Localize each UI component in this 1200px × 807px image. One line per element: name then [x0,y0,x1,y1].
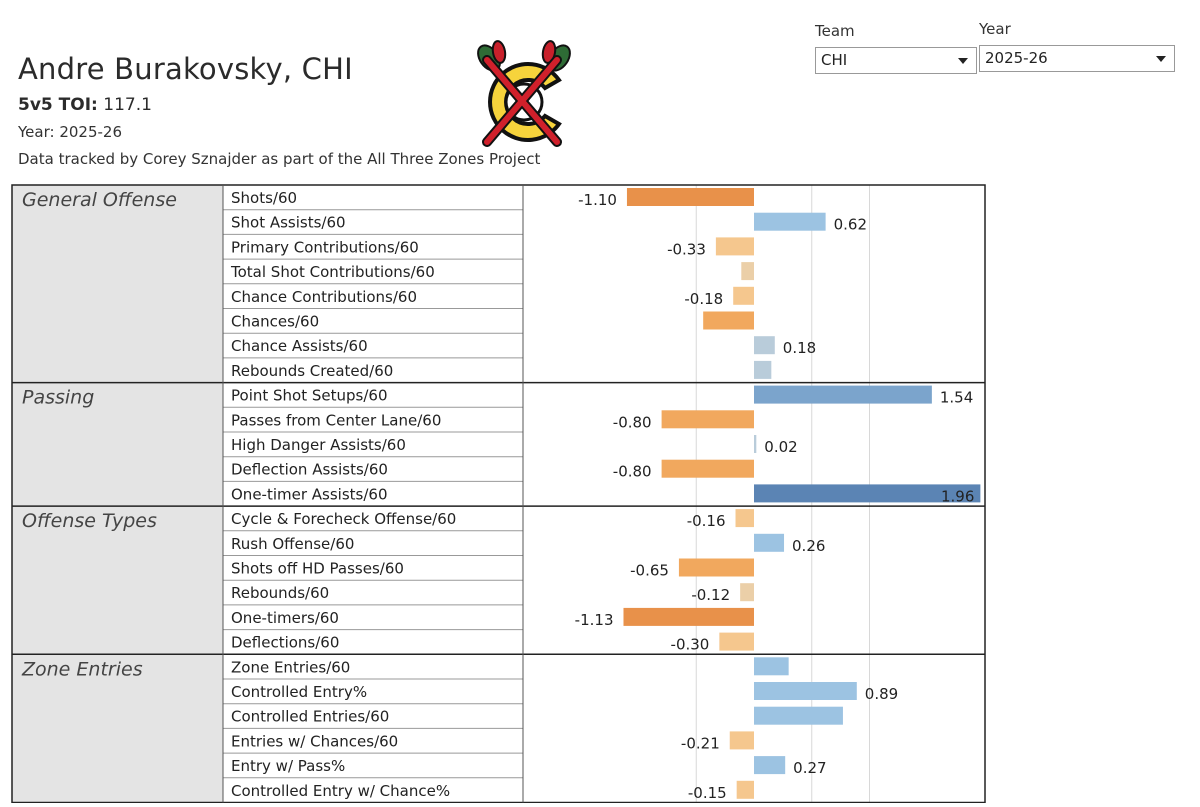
group-cell [12,506,223,655]
group-name: Passing [22,387,94,409]
bar [740,583,754,602]
group-cell [12,382,223,507]
year-filter-label: Year [979,20,1011,38]
toi-line: 5v5 TOI: 117.1 [18,95,152,115]
bar [754,360,772,379]
team-filter-label: Team [815,22,855,40]
value-label: -0.80 [613,413,652,431]
row-label: Chance Assists/60 [231,337,368,355]
row-label: Rebounds/60 [231,584,329,602]
chevron-down-icon [958,58,968,64]
chevron-down-icon [1156,56,1166,62]
group-name: Offense Types [22,510,157,532]
row-label: Zone Entries/60 [231,658,350,676]
row-label: Chance Contributions/60 [231,288,417,306]
row-label: Chances/60 [231,313,319,331]
row-label: High Danger Assists/60 [231,436,406,454]
value-label: 1.54 [940,389,973,407]
row-label: Entry w/ Pass% [231,757,345,775]
blackhawks-logo-crossed-out [477,40,571,147]
row-label: Shot Assists/60 [231,214,346,232]
value-label: -0.65 [630,562,669,580]
value-label: -0.16 [687,512,726,530]
bar [623,607,754,626]
row-label: Shots off HD Passes/60 [231,560,404,578]
bar [754,336,775,355]
row-label: Deflections/60 [231,634,339,652]
row-label: Point Shot Setups/60 [231,387,387,405]
value-label: -0.80 [613,463,652,481]
row-label: Entries w/ Chances/60 [231,732,398,750]
group-name: Zone Entries [21,658,143,680]
bar [715,237,754,256]
year-select[interactable]: 2025-26 [979,45,1175,72]
value-label: -0.21 [681,734,720,752]
bar [736,780,754,799]
value-label: -0.33 [667,240,706,258]
bar [733,286,754,305]
bar [661,410,754,429]
value-label: -0.12 [691,586,730,604]
bar [626,188,754,206]
toi-label: 5v5 TOI: [18,95,98,115]
bar [735,509,754,528]
bar [754,212,826,231]
team-select[interactable]: CHI [815,47,977,74]
row-label: Cycle & Forecheck Offense/60 [231,510,456,528]
bar [754,435,757,453]
row-label: Passes from Center Lane/60 [231,411,441,429]
bar [741,262,754,281]
year-line: Year: 2025-26 [18,123,122,141]
bar [754,385,932,404]
bar [703,311,754,330]
bar [754,484,981,503]
row-label: Rebounds Created/60 [231,362,393,380]
year-filter: Year 2025-26 [979,20,1175,72]
row-label: One-timers/60 [231,609,339,627]
value-label: -0.18 [684,290,723,308]
row-label: Total Shot Contributions/60 [230,263,435,281]
value-label: 0.26 [792,537,825,555]
cross-out-icon [482,55,562,147]
value-label: 0.27 [793,759,826,777]
bar [754,682,857,700]
year-select-value: 2025-26 [985,49,1048,67]
row-label: Controlled Entries/60 [231,708,389,726]
bar [754,657,789,676]
value-label: 0.18 [783,339,816,357]
value-label: -1.13 [575,611,614,629]
bar [661,459,754,478]
team-filter: Team CHI [815,22,977,74]
credit-line: Data tracked by Corey Sznajder as part o… [18,150,541,168]
bar [754,756,786,775]
bar [678,558,754,577]
bar [719,632,754,651]
value-label: -0.30 [671,636,710,654]
row-label: One-timer Assists/60 [231,485,388,503]
row-label: Primary Contributions/60 [231,238,419,256]
value-label: 0.89 [865,685,898,703]
value-label: 0.02 [764,438,797,456]
row-label: Rush Offense/60 [231,535,354,553]
value-label: 0.62 [834,216,867,234]
bar [729,731,754,750]
group-name: General Offense [22,189,177,211]
value-label: -1.10 [578,191,617,209]
row-label: Controlled Entry% [231,683,367,701]
bar [754,533,785,552]
group-cell [12,654,223,803]
toi-value: 117.1 [103,95,152,115]
value-label: -0.15 [688,784,727,802]
bar [754,706,843,725]
value-label: 1.96 [941,487,974,505]
row-label: Shots/60 [231,189,297,207]
row-label: Deflection Assists/60 [231,461,388,479]
group-cell [12,185,223,383]
team-select-value: CHI [821,51,848,69]
player-name: Andre Burakovsky, CHI [18,52,353,86]
row-label: Controlled Entry w/ Chance% [231,782,450,800]
